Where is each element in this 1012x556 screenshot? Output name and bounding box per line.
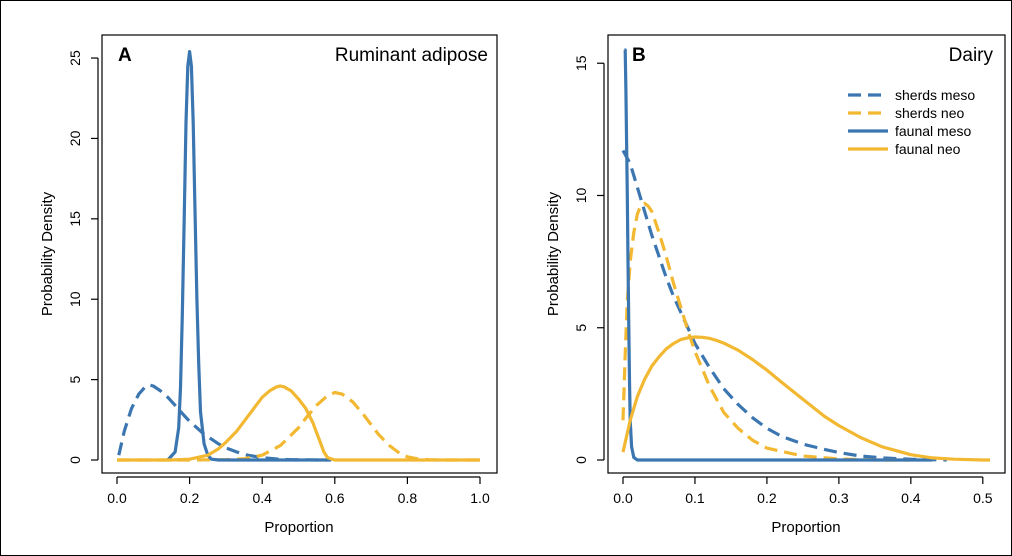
panel-a-y-tick-label: 10	[67, 291, 83, 307]
panel-a-axes: 0.0 0.2 0.4 0.6 0.8 1.0 0 5 10 15 20 25	[67, 50, 490, 506]
panel-a-y-tick-label: 5	[67, 376, 83, 384]
legend-label: sherds neo	[895, 105, 964, 121]
panel-b-series-line-3	[621, 335, 990, 462]
panel-a-y-tick-label: 25	[67, 50, 83, 66]
panel-a: 0.0 0.2 0.4 0.6 0.8 1.0 0 5 10 15 20 25 A Ruminant …	[39, 34, 498, 536]
panel-b-y-tick-label: 5	[573, 324, 589, 332]
panel-b-x-tick-label: 0.0	[613, 490, 633, 506]
panel-b-y-axis-title: Probability Density	[545, 191, 562, 316]
panel-b-x-tick-label: 0.3	[829, 490, 849, 506]
panel-b-y-tick-label: 0	[573, 456, 589, 464]
panel-a-series-line-2	[166, 49, 332, 462]
panel-b: 0.0 0.1 0.2 0.3 0.4 0.5 0 5 10 15 B Dairy Proport…	[545, 34, 1006, 536]
panel-a-x-tick-label: 0.2	[180, 490, 200, 506]
panel-a-y-tick-label: 20	[67, 130, 83, 146]
panel-a-y-tick-label: 15	[67, 211, 83, 227]
panel-a-y-tick-label: 0	[67, 456, 83, 464]
panel-a-plot-box	[101, 34, 498, 474]
panel-b-axes: 0.0 0.1 0.2 0.3 0.4 0.5 0 5 10 15	[573, 55, 993, 506]
panel-b-series-line-0	[621, 149, 947, 462]
panel-b-plot-box	[607, 34, 1006, 474]
panel-a-curves	[117, 49, 480, 462]
panel-a-x-tick-label: 0.0	[107, 490, 127, 506]
panel-a-x-tick-label: 0.6	[325, 490, 345, 506]
panel-a-x-tick-label: 0.4	[252, 490, 272, 506]
panel-b-curves	[621, 48, 990, 462]
legend-label: sherds meso	[895, 87, 975, 103]
panel-b-title: Dairy	[949, 45, 994, 66]
panel-a-x-tick-label: 1.0	[470, 490, 490, 506]
panel-b-x-axis-title: Proportion	[771, 519, 840, 536]
panel-b-series-line-1	[621, 201, 911, 462]
legend-label: faunal neo	[895, 141, 961, 157]
panel-a-title: Ruminant adipose	[335, 45, 488, 66]
panel-a-series-line-3	[117, 384, 480, 462]
panel-a-x-tick-label: 0.8	[398, 490, 418, 506]
panel-b-y-tick-label: 15	[573, 55, 589, 71]
legend-label: faunal meso	[895, 123, 971, 139]
panel-a-series-line-1	[117, 390, 480, 462]
panel-a-y-axis-title: Probability Density	[39, 191, 56, 316]
panel-b-x-tick-label: 0.1	[685, 490, 705, 506]
panel-b-series-line-2	[623, 48, 933, 462]
panel-b-x-tick-label: 0.5	[973, 490, 993, 506]
panel-a-x-axis-title: Proportion	[264, 519, 333, 536]
panel-a-letter: A	[118, 45, 132, 66]
panel-b-y-tick-label: 10	[573, 187, 589, 203]
panel-b-x-tick-label: 0.2	[757, 490, 777, 506]
panel-b-legend: sherds meso sherds neo faunal meso faunal n…	[848, 87, 975, 157]
panel-b-letter: B	[632, 45, 646, 66]
panel-b-x-tick-label: 0.4	[901, 490, 921, 506]
